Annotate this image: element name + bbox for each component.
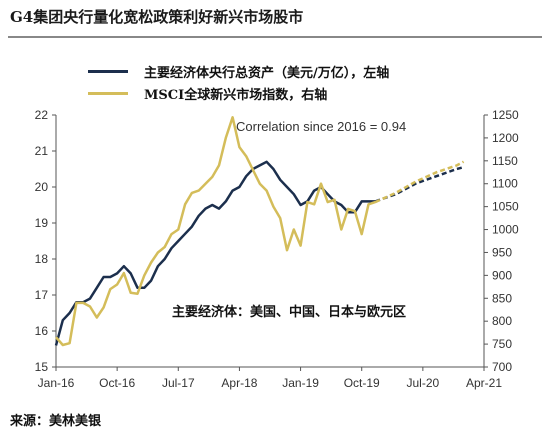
right-tick-label: 800: [492, 314, 512, 328]
x-tick-label: Jul-20: [407, 376, 440, 390]
title-rule: [8, 36, 542, 38]
left-tick-label: 19: [35, 216, 49, 230]
right-tick-label: 1250: [492, 108, 519, 122]
right-tick-label: 1150: [492, 154, 518, 168]
right-tick-label: 850: [492, 291, 512, 305]
right-tick-label: 1050: [492, 200, 519, 214]
x-tick-label: Apr-21: [466, 376, 502, 390]
right-tick-label: 900: [492, 268, 512, 282]
legend-item-msci: MSCI全球新兴市场指数，右轴: [88, 82, 389, 104]
legend-label-msci: MSCI全球新兴市场指数，右轴: [144, 87, 328, 103]
left-tick-label: 18: [35, 252, 49, 266]
right-tick-label: 1100: [492, 177, 518, 191]
left-tick-label: 22: [35, 108, 49, 122]
right-tick-label: 1200: [492, 131, 519, 145]
left-tick-label: 21: [35, 144, 49, 158]
series-line-msci-projection: [374, 160, 465, 204]
series-line-assets-projection: [374, 165, 464, 203]
x-tick-label: Apr-18: [221, 376, 257, 390]
region-note: 主要经济体：美国、中国、日本与欧元区: [172, 304, 406, 320]
series-line-msci: [55, 116, 376, 347]
left-tick-label: 16: [35, 324, 49, 338]
left-tick-label: 20: [35, 180, 49, 194]
legend-swatch-assets: [88, 69, 128, 73]
legend-item-assets: 主要经济体央行总资产（美元/万亿），左轴: [88, 60, 389, 82]
right-tick-label: 700: [492, 360, 512, 374]
legend-label-assets: 主要经济体央行总资产（美元/万亿），左轴: [144, 65, 390, 81]
x-tick-label: Oct-19: [344, 376, 380, 390]
left-tick-label: 15: [35, 360, 49, 374]
x-tick-label: Jan-19: [282, 376, 319, 390]
left-tick-label: 17: [35, 288, 49, 302]
right-tick-label: 950: [492, 245, 512, 259]
x-tick-label: Jan-16: [38, 376, 75, 390]
legend-swatch-msci: [88, 91, 128, 95]
correlation-annotation: Correlation since 2016 = 0.94: [236, 119, 406, 134]
source-note: 来源：美林美银: [10, 414, 102, 429]
chart-title: G4集团央行量化宽松政策利好新兴市场股市: [10, 8, 304, 26]
x-tick-label: Jul-17: [162, 376, 195, 390]
right-tick-label: 750: [492, 337, 512, 351]
legend: 主要经济体央行总资产（美元/万亿），左轴 MSCI全球新兴市场指数，右轴: [88, 60, 389, 104]
right-tick-label: 1000: [492, 223, 519, 237]
x-tick-label: Oct-16: [99, 376, 135, 390]
